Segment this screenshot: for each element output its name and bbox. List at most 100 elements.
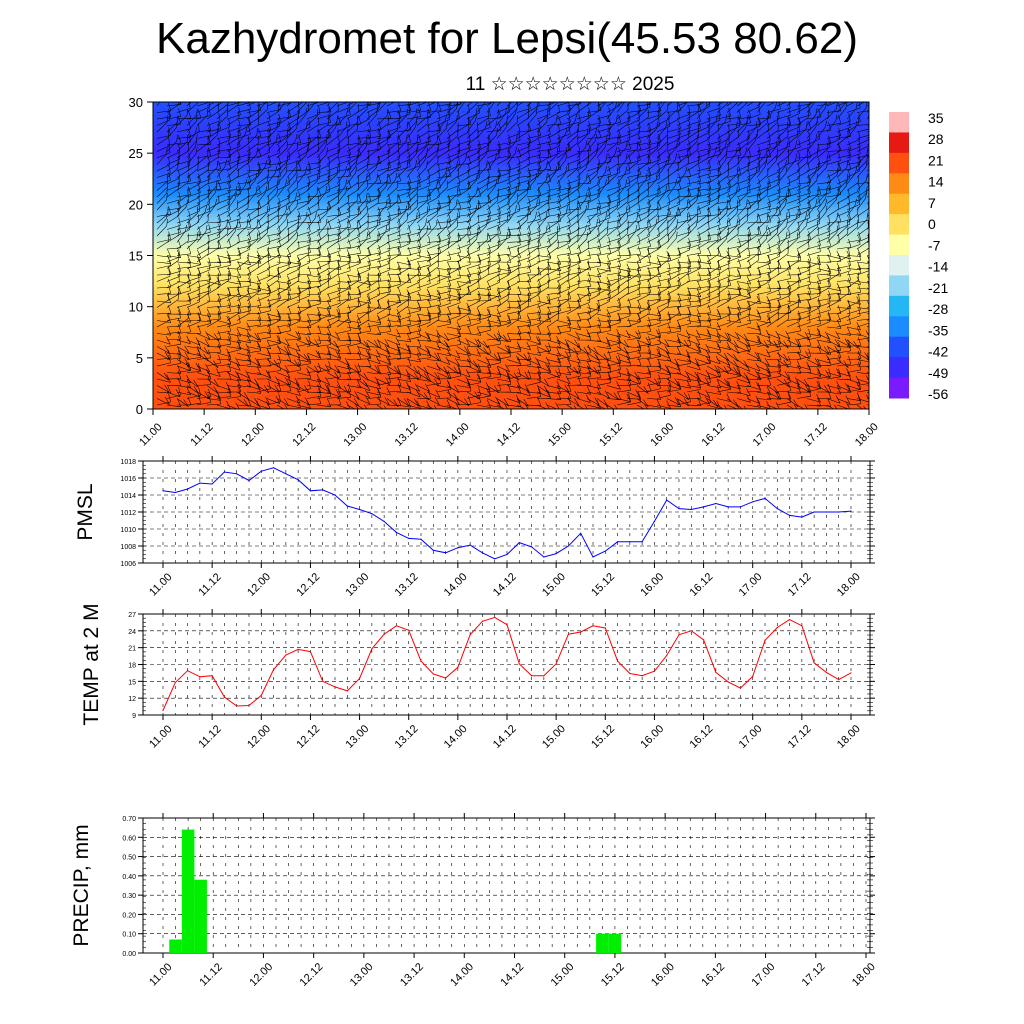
wind-barb — [816, 184, 831, 198]
wind-barb — [196, 102, 211, 107]
wind-barb — [336, 219, 352, 230]
wind-barb — [426, 259, 439, 276]
wind-barb — [296, 195, 310, 211]
wind-barb — [426, 253, 439, 269]
colorbar-cell — [889, 132, 909, 154]
wind-barb — [716, 393, 731, 402]
wind-barb — [486, 274, 500, 289]
wind-barb — [676, 213, 689, 230]
wind-barb — [406, 141, 419, 159]
wind-barb — [486, 205, 501, 217]
wind-barb — [686, 142, 699, 159]
wind-barb — [666, 207, 682, 217]
wind-barb — [626, 224, 638, 243]
wind-barb — [646, 163, 660, 178]
wind-barb — [226, 181, 242, 191]
wind-barb — [396, 180, 412, 191]
wind-barb — [226, 102, 239, 113]
wind-barb — [216, 102, 229, 120]
wind-barb — [266, 382, 282, 393]
wind-barb — [296, 287, 311, 302]
wind-barb — [166, 387, 181, 399]
wind-barb — [716, 147, 728, 165]
wind-barb — [796, 110, 809, 126]
wind-barb — [596, 390, 610, 399]
wind-barb — [686, 129, 699, 146]
wind-barb — [516, 187, 529, 204]
wind-barb — [536, 274, 550, 289]
wind-barb — [756, 400, 771, 409]
wind-barb — [396, 102, 412, 113]
data-point — [383, 520, 385, 522]
wind-barb — [456, 116, 469, 133]
wind-barb — [806, 298, 822, 308]
wind-barb — [446, 122, 459, 139]
wind-barb — [256, 202, 270, 217]
wind-barb — [576, 303, 592, 315]
wind-barb — [226, 160, 239, 178]
wind-barb — [326, 351, 342, 360]
wind-barb — [266, 202, 280, 217]
wind-barb — [276, 233, 289, 250]
wind-barb — [586, 158, 601, 172]
data-point — [752, 675, 754, 677]
wind-barb — [286, 294, 301, 308]
wind-barb — [386, 193, 399, 211]
wind-barb — [526, 127, 541, 139]
wind-barb — [326, 242, 341, 256]
wind-barb — [406, 302, 421, 315]
wind-barb — [506, 185, 518, 204]
wind-barb — [266, 214, 279, 230]
wind-barb — [666, 262, 681, 276]
wind-barb — [276, 189, 290, 204]
wind-barb — [676, 393, 691, 406]
wind-barb — [796, 121, 811, 133]
wind-barb — [206, 240, 219, 256]
wind-barb — [456, 132, 471, 146]
wind-barb — [156, 112, 171, 126]
data-point — [334, 686, 336, 688]
wind-barb — [196, 147, 212, 159]
wind-barb — [646, 134, 661, 146]
wind-barb — [846, 120, 858, 139]
wind-barb — [836, 219, 849, 237]
wind-barb — [556, 217, 571, 230]
wind-barb — [756, 368, 771, 380]
wind-barb — [186, 226, 202, 237]
wind-barb — [346, 193, 362, 204]
wind-barb — [206, 279, 220, 295]
data-point — [334, 494, 336, 496]
wind-barb — [436, 269, 452, 278]
colorbar-label: 35 — [928, 110, 944, 126]
wind-barb — [756, 283, 771, 295]
wind-barb — [736, 199, 748, 217]
wind-barb — [296, 182, 310, 198]
wind-barb — [166, 268, 181, 282]
wind-barb — [386, 346, 402, 356]
wind-barb — [306, 102, 317, 113]
wind-barb — [846, 139, 861, 152]
wind-barb — [326, 102, 338, 113]
wind-barb — [436, 283, 451, 295]
wind-barb — [596, 289, 611, 302]
wind-barb — [396, 343, 411, 352]
data-point — [850, 672, 852, 674]
wind-barb — [366, 396, 382, 406]
wind-barb — [286, 199, 298, 217]
data-point — [322, 680, 324, 682]
wind-barb — [176, 351, 190, 360]
wind-barb — [536, 364, 552, 373]
wind-barb — [716, 130, 730, 146]
wind-barb — [696, 165, 711, 178]
wind-barb — [456, 163, 470, 178]
wind-barb — [316, 206, 328, 224]
wind-barb — [166, 202, 180, 217]
wind-barb — [206, 145, 221, 159]
wind-barb — [616, 188, 630, 204]
wind-barb — [546, 288, 561, 302]
wind-barb — [856, 404, 866, 409]
data-point — [616, 541, 619, 543]
wind-barb — [166, 286, 180, 302]
wind-barb — [476, 249, 491, 263]
wind-barb — [436, 347, 451, 357]
